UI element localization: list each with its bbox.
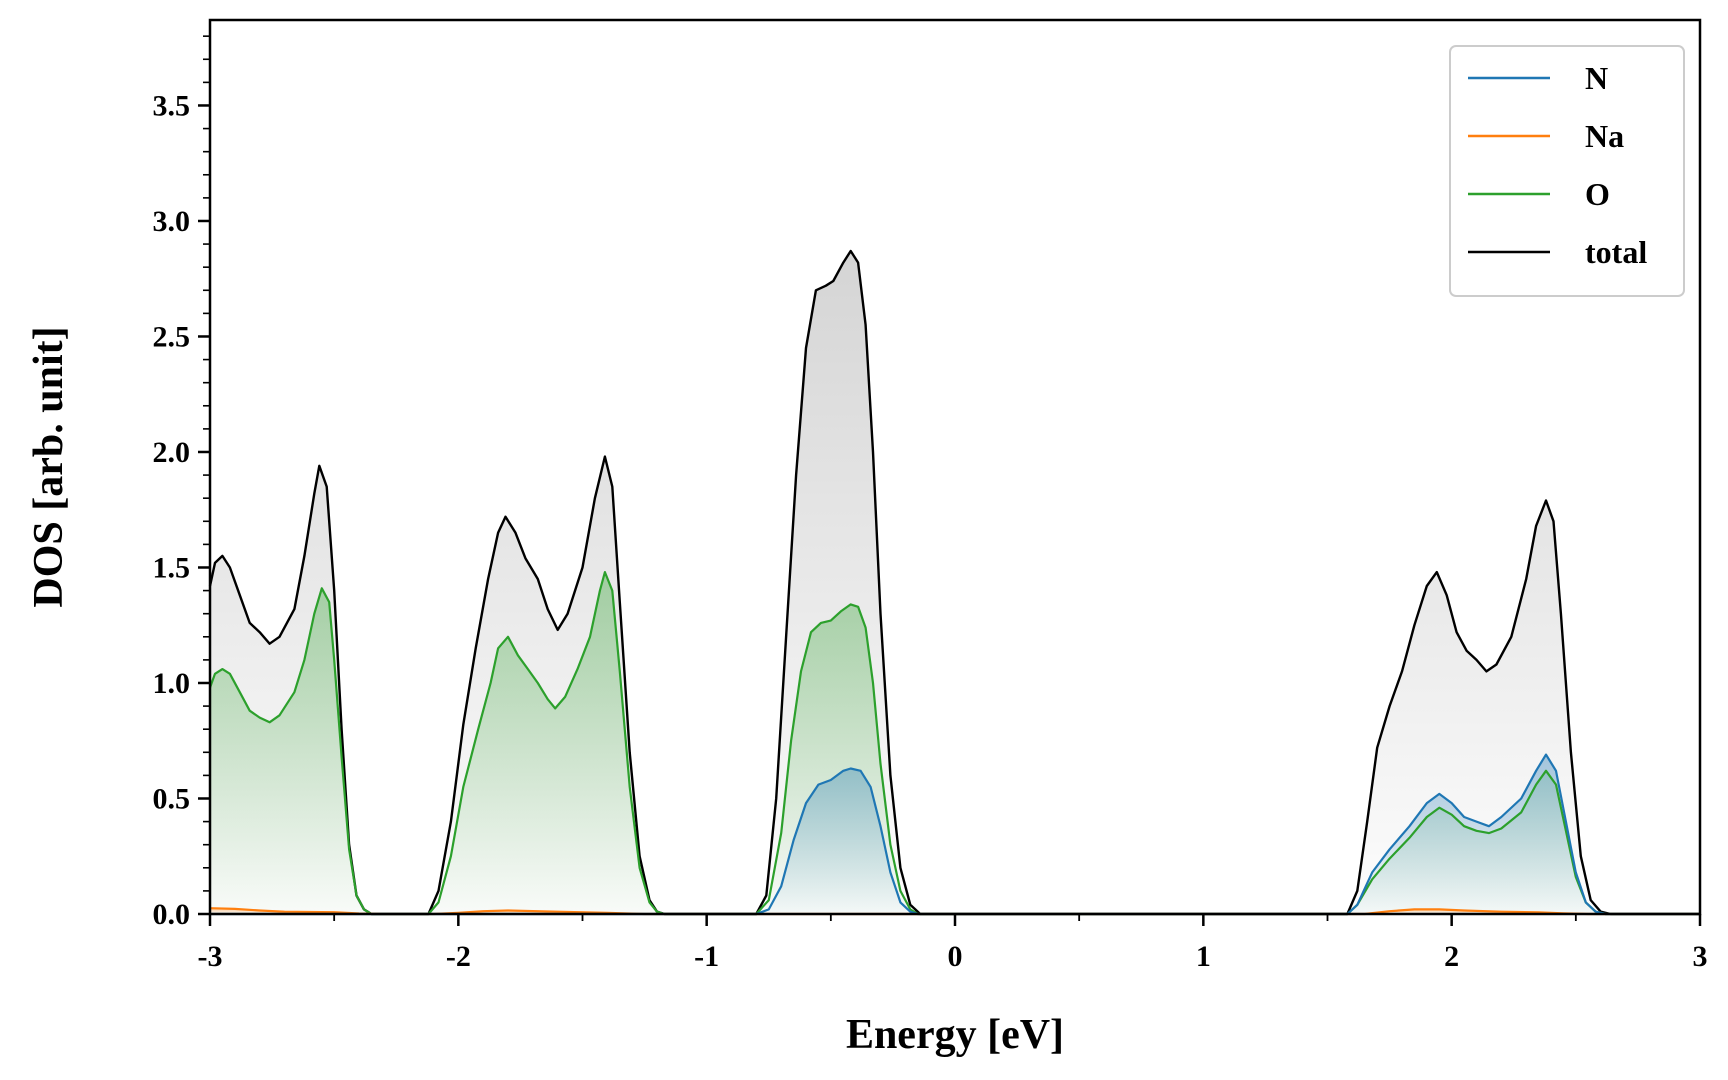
series-line-o xyxy=(208,570,1700,916)
y-tick-label: 2.0 xyxy=(153,436,191,469)
x-axis-ticks: -3 -2 -1 0 1 2 3 xyxy=(198,914,1708,973)
legend-box xyxy=(1449,45,1685,297)
series-lines xyxy=(208,249,1700,916)
legend-label-n: N xyxy=(1585,60,1608,96)
legend-label-na: Na xyxy=(1585,118,1624,154)
y-axis-ticks: 0.0 0.5 1.0 1.5 2.0 2.5 3.0 3.5 xyxy=(153,35,210,931)
curve-fills xyxy=(210,251,1700,914)
x-tick-label: -1 xyxy=(694,940,719,973)
series-line-n xyxy=(210,753,1700,916)
y-tick-label: 2.5 xyxy=(153,320,191,353)
y-axis-label: DOS [arb. unit] xyxy=(26,326,72,607)
series-line-total xyxy=(208,249,1700,916)
y-tick-label: 0.5 xyxy=(153,782,191,815)
legend-label-o: O xyxy=(1585,176,1610,212)
fill-total xyxy=(210,251,1700,914)
x-tick-label: -3 xyxy=(198,940,223,973)
y-tick-label: 1.0 xyxy=(153,667,191,700)
series-line-na xyxy=(209,907,1700,916)
fill-n xyxy=(210,754,1700,914)
legend-label-total: total xyxy=(1585,234,1647,270)
x-tick-label: 1 xyxy=(1196,940,1211,973)
y-tick-label: 0.0 xyxy=(153,898,191,931)
x-tick-label: 3 xyxy=(1693,940,1708,973)
y-tick-label: 3.0 xyxy=(153,205,191,238)
y-tick-label: 3.5 xyxy=(153,89,191,122)
y-tick-label: 1.5 xyxy=(153,551,191,584)
x-tick-label: 0 xyxy=(948,940,963,973)
x-tick-label: -2 xyxy=(446,940,471,973)
x-axis-label: Energy [eV] xyxy=(846,1012,1064,1058)
x-tick-label: 2 xyxy=(1444,940,1459,973)
